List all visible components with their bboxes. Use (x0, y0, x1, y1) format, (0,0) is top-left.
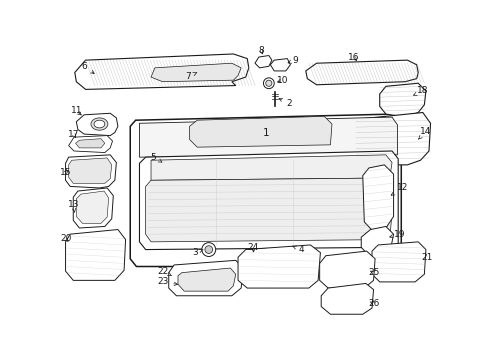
Text: 18: 18 (414, 86, 429, 95)
Polygon shape (255, 55, 272, 68)
Text: 21: 21 (422, 253, 433, 262)
Text: 17: 17 (68, 130, 79, 139)
Ellipse shape (91, 118, 108, 130)
Polygon shape (66, 155, 117, 188)
Polygon shape (238, 245, 320, 288)
Text: 10: 10 (277, 76, 289, 85)
Polygon shape (130, 114, 401, 266)
Text: 22: 22 (157, 267, 171, 276)
Text: 24: 24 (248, 243, 259, 252)
Circle shape (202, 243, 216, 256)
Polygon shape (270, 59, 291, 71)
Text: 8: 8 (258, 46, 264, 55)
Polygon shape (146, 178, 392, 242)
Text: 13: 13 (68, 201, 79, 212)
Polygon shape (74, 188, 113, 228)
Text: 6: 6 (81, 62, 94, 73)
Polygon shape (363, 165, 393, 232)
Text: 15: 15 (60, 168, 72, 177)
Polygon shape (75, 139, 105, 148)
Text: 3: 3 (192, 248, 203, 257)
Text: 12: 12 (391, 184, 409, 195)
Text: 2: 2 (279, 98, 293, 108)
Polygon shape (151, 155, 392, 180)
Polygon shape (319, 251, 375, 288)
Polygon shape (361, 226, 393, 256)
Polygon shape (75, 54, 249, 89)
Text: 19: 19 (390, 230, 406, 239)
Polygon shape (169, 260, 244, 296)
Polygon shape (306, 60, 418, 85)
Polygon shape (151, 63, 241, 82)
Text: 4: 4 (293, 245, 304, 254)
Polygon shape (76, 113, 118, 136)
Polygon shape (178, 268, 236, 291)
Polygon shape (321, 283, 373, 314)
Circle shape (264, 78, 274, 89)
Polygon shape (190, 116, 332, 147)
Text: 16: 16 (348, 53, 359, 62)
Polygon shape (140, 117, 397, 157)
Text: 11: 11 (71, 107, 82, 116)
Text: 1: 1 (263, 127, 270, 138)
Polygon shape (76, 191, 109, 223)
Polygon shape (372, 242, 426, 282)
Text: 23: 23 (157, 278, 177, 287)
Polygon shape (69, 158, 112, 183)
Text: 5: 5 (150, 153, 162, 162)
Text: 9: 9 (288, 56, 298, 65)
Circle shape (205, 246, 213, 253)
Polygon shape (140, 151, 398, 249)
Text: 7: 7 (186, 72, 197, 81)
Circle shape (266, 80, 272, 86)
Text: 20: 20 (60, 234, 71, 243)
Polygon shape (66, 230, 125, 280)
Text: 14: 14 (418, 127, 432, 139)
Polygon shape (380, 83, 426, 117)
Text: 26: 26 (368, 299, 379, 308)
Ellipse shape (94, 120, 105, 128)
Text: 25: 25 (368, 268, 379, 277)
Polygon shape (69, 136, 113, 153)
Polygon shape (354, 112, 431, 165)
